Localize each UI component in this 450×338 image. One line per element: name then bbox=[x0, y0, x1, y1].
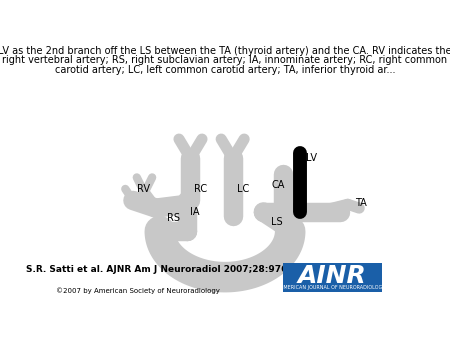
Text: LS: LS bbox=[271, 217, 283, 227]
Text: RV: RV bbox=[137, 184, 150, 194]
Text: CA: CA bbox=[271, 180, 284, 190]
Text: TA: TA bbox=[356, 198, 367, 208]
Text: LV: LV bbox=[306, 153, 317, 163]
Text: right vertebral artery; RS, right subclavian artery; IA, innominate artery; RC, : right vertebral artery; RS, right subcla… bbox=[2, 55, 448, 66]
Text: AINR: AINR bbox=[298, 264, 367, 288]
FancyBboxPatch shape bbox=[283, 263, 382, 292]
Text: IA: IA bbox=[190, 207, 200, 217]
Text: ©2007 by American Society of Neuroradiology: ©2007 by American Society of Neuroradiol… bbox=[56, 287, 220, 294]
Text: RC: RC bbox=[194, 184, 207, 194]
Text: AMERICAN JOURNAL OF NEURORADIOLOGY: AMERICAN JOURNAL OF NEURORADIOLOGY bbox=[280, 285, 385, 290]
Text: RS: RS bbox=[167, 213, 180, 223]
Text: S.R. Satti et al. AJNR Am J Neuroradiol 2007;28:976-980: S.R. Satti et al. AJNR Am J Neuroradiol … bbox=[26, 265, 310, 274]
Text: carotid artery; LC, left common carotid artery; TA, inferior thyroid ar...: carotid artery; LC, left common carotid … bbox=[55, 66, 395, 75]
Text: LV as the 2nd branch off the LS between the TA (thyroid artery) and the CA. RV i: LV as the 2nd branch off the LS between … bbox=[0, 46, 450, 55]
Text: LC: LC bbox=[237, 184, 249, 194]
